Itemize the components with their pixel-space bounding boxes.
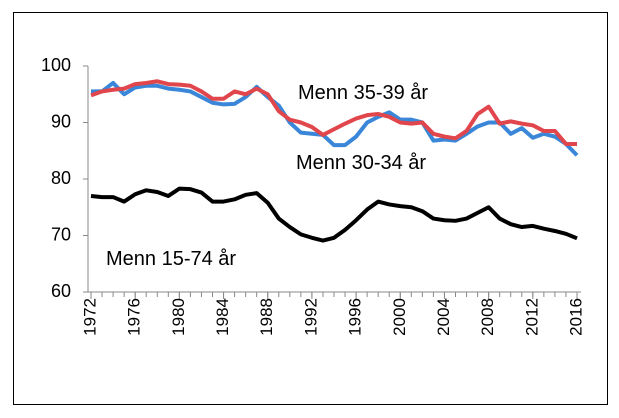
x-tick-label: 2012 bbox=[522, 298, 541, 336]
series-label: Menn 35-39 år bbox=[298, 82, 428, 104]
y-tick-label: 60 bbox=[51, 281, 71, 301]
series-label: Menn 15-74 år bbox=[106, 248, 236, 270]
line-series bbox=[90, 79, 577, 146]
x-tick-label: 1980 bbox=[169, 298, 188, 336]
y-tick-label: 70 bbox=[51, 224, 71, 244]
x-tick-label: 1972 bbox=[80, 298, 99, 336]
x-tick-label: 1996 bbox=[346, 298, 365, 336]
x-tick-label: 1976 bbox=[125, 298, 144, 336]
chart-border bbox=[13, 12, 608, 405]
x-tick-label: 1984 bbox=[213, 298, 232, 336]
x-tick-label: 2008 bbox=[478, 298, 497, 336]
line-series bbox=[90, 186, 578, 243]
y-tick-label: 90 bbox=[51, 111, 71, 131]
x-tick-label: 1988 bbox=[257, 298, 276, 336]
x-tick-label: 1992 bbox=[301, 298, 320, 336]
x-tick-label: 2000 bbox=[390, 298, 409, 336]
x-tick-label: 2004 bbox=[434, 298, 453, 336]
y-tick-label: 80 bbox=[51, 168, 71, 188]
series-label: Menn 30-34 år bbox=[296, 152, 426, 174]
line-series bbox=[91, 80, 579, 157]
y-tick-label: 100 bbox=[41, 55, 71, 75]
x-tick-label: 2016 bbox=[566, 298, 585, 336]
